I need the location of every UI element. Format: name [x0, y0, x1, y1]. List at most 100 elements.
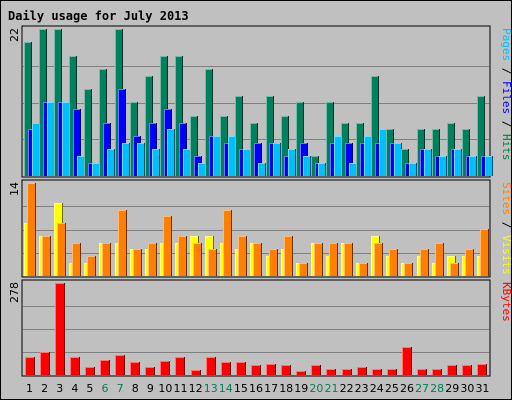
x-tick-label: 31 — [475, 382, 489, 395]
bars-visits_sites — [24, 183, 489, 276]
bar-pages-day-25 — [394, 143, 402, 176]
x-tick-label: 29 — [445, 382, 459, 395]
bar-sites-day-18 — [284, 236, 293, 276]
bar-pages-day-27 — [424, 149, 432, 176]
bar-kbytes-day-28 — [432, 369, 442, 375]
x-tick-label: 4 — [71, 382, 78, 395]
legend-entry: Hits — [500, 134, 512, 161]
bar-pages-day-15 — [243, 149, 251, 176]
x-tick-label: 1 — [26, 382, 33, 395]
bar-pages-day-24 — [379, 129, 387, 176]
bar-hits-day-5 — [84, 89, 92, 176]
bar-sites-day-27 — [420, 249, 429, 276]
bar-kbytes-day-17 — [266, 364, 276, 375]
bar-kbytes-day-5 — [85, 367, 95, 375]
bar-sites-day-24 — [374, 243, 383, 276]
bar-pages-day-19 — [303, 156, 311, 176]
bar-pages-day-14 — [228, 136, 236, 176]
x-tick-label: 28 — [430, 382, 444, 395]
legend-entry: Files — [500, 81, 512, 114]
bar-kbytes-day-7 — [115, 355, 125, 375]
panel-visits_sites: 14 Sites / Visits — [8, 179, 512, 278]
legend-hits_files_pages: Pages / Files / Hits — [500, 28, 512, 161]
bar-pages-day-30 — [469, 156, 477, 176]
bars-hits_files_pages — [24, 29, 493, 176]
panel-kbytes: 278 KBytes — [8, 279, 512, 377]
x-tick-label: 2 — [41, 382, 48, 395]
bar-sites-day-4 — [72, 243, 81, 276]
x-tick-label: 21 — [324, 382, 338, 395]
bar-pages-day-17 — [273, 143, 281, 176]
bar-kbytes-day-18 — [281, 365, 291, 375]
bar-kbytes-day-27 — [417, 369, 427, 375]
bar-sites-day-19 — [299, 263, 308, 276]
bars-kbytes — [25, 283, 487, 375]
x-tick-label: 7 — [117, 382, 124, 395]
bar-kbytes-day-2 — [40, 352, 50, 375]
bar-sites-day-15 — [238, 236, 247, 276]
bar-sites-day-29 — [450, 263, 459, 276]
bar-kbytes-day-13 — [206, 357, 216, 375]
bar-sites-day-12 — [193, 243, 202, 276]
bar-pages-day-21 — [334, 136, 342, 176]
bar-kbytes-day-29 — [447, 365, 457, 375]
bar-sites-day-6 — [102, 243, 111, 276]
bar-pages-day-22 — [349, 163, 357, 176]
bar-sites-day-17 — [269, 249, 278, 276]
x-tick-label: 26 — [400, 382, 414, 395]
bar-pages-day-13 — [213, 136, 221, 176]
bar-sites-day-13 — [208, 249, 217, 276]
bar-pages-day-8 — [137, 143, 145, 176]
x-tick-label: 19 — [294, 382, 308, 395]
bar-kbytes-day-31 — [477, 364, 487, 375]
bar-kbytes-day-8 — [130, 362, 140, 375]
x-tick-label: 6 — [102, 382, 109, 395]
bar-kbytes-day-12 — [191, 370, 201, 375]
bar-sites-day-23 — [359, 263, 368, 276]
bar-pages-day-20 — [318, 163, 326, 176]
bar-kbytes-day-6 — [100, 360, 110, 375]
bar-sites-day-21 — [329, 243, 338, 276]
bar-pages-day-28 — [439, 156, 447, 176]
bar-kbytes-day-25 — [387, 369, 397, 375]
legend-visits_sites: Sites / Visits — [500, 182, 512, 275]
legend-entry: Sites — [500, 182, 512, 215]
scale-label-hits_files_pages: 22 — [8, 28, 21, 42]
legend-entry: / — [500, 215, 512, 235]
bar-sites-day-7 — [118, 210, 127, 276]
bar-sites-day-2 — [42, 236, 51, 276]
x-tick-label: 15 — [234, 382, 248, 395]
bar-kbytes-day-14 — [221, 362, 231, 375]
bar-kbytes-day-20 — [311, 365, 321, 375]
legend-kbytes: KBytes — [500, 282, 512, 322]
bar-sites-day-20 — [314, 243, 323, 276]
bar-sites-day-9 — [148, 243, 157, 276]
bar-sites-day-8 — [133, 249, 142, 276]
legend-entry: / — [500, 61, 512, 81]
bar-pages-day-31 — [485, 156, 493, 176]
bar-pages-day-7 — [122, 143, 130, 176]
bar-sites-day-28 — [435, 243, 444, 276]
scale-label-kbytes: 278 — [8, 282, 21, 303]
x-tick-label: 5 — [86, 382, 93, 395]
bar-pages-day-12 — [198, 163, 206, 176]
bar-sites-day-5 — [87, 256, 96, 276]
chart-title: Daily usage for July 2013 — [8, 9, 189, 23]
x-axis-labels: 1 2 3 4 5 6 7 8 9 10 11 12 13 14 15 16 17 18 19 20 21 22 23 24 2… — [26, 382, 489, 395]
x-tick-label: 11 — [174, 382, 188, 395]
x-tick-label: 13 — [204, 382, 218, 395]
x-tick-label: 22 — [340, 382, 354, 395]
bar-sites-day-1 — [27, 183, 36, 276]
bar-pages-day-29 — [454, 149, 462, 176]
bar-pages-day-9 — [152, 149, 160, 176]
x-tick-label: 24 — [370, 382, 384, 395]
bar-kbytes-day-9 — [145, 367, 155, 375]
bar-sites-day-10 — [163, 216, 172, 276]
legend-entry: KBytes — [500, 282, 512, 322]
x-tick-label: 18 — [279, 382, 293, 395]
x-tick-label: 14 — [219, 382, 233, 395]
x-tick-label: 25 — [385, 382, 399, 395]
bar-pages-day-2 — [47, 102, 55, 176]
bar-sites-day-3 — [57, 223, 66, 276]
bar-kbytes-day-30 — [462, 365, 472, 375]
